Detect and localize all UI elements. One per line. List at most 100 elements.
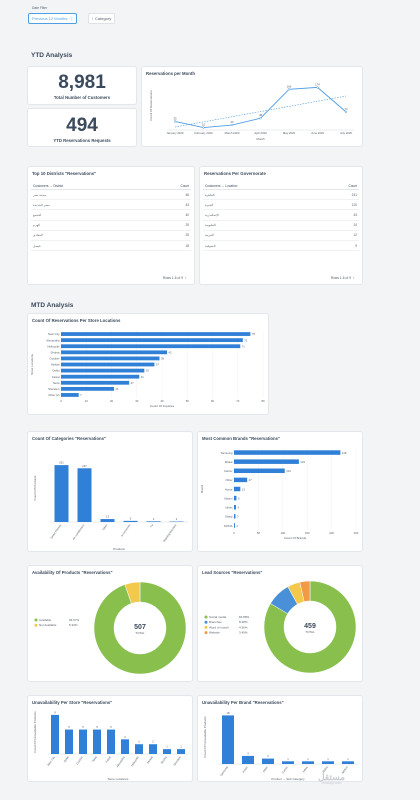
x-tick-label: Faisal xyxy=(104,755,112,763)
table-row: الجيزة 120 xyxy=(203,200,359,211)
x-tick-label: Infinix xyxy=(302,765,310,774)
legend-label: Word of mouth xyxy=(209,625,229,629)
chevron-right-icon[interactable]: › xyxy=(184,276,186,280)
y-axis-label: Store Locations xyxy=(30,354,34,375)
table-row: فيصل 18 xyxy=(31,241,191,252)
governorate-pager[interactable]: Rows 1-6 of 9 › xyxy=(331,276,354,280)
categories-title: Count Of Categories "Reservations" xyxy=(32,436,107,441)
data-point xyxy=(316,86,319,89)
y-axis-label: Brand xyxy=(200,485,204,493)
data-label: 39 xyxy=(161,357,164,361)
x-tick-label: 10 xyxy=(85,399,89,403)
data-label: 37 xyxy=(156,363,159,367)
y-tick-label: Samsung xyxy=(221,451,233,455)
column-header[interactable]: Count xyxy=(180,184,189,188)
data-label: 5 xyxy=(110,725,112,729)
y-tick-label: Midea xyxy=(225,460,233,464)
bar xyxy=(234,514,236,519)
table-row: المنوفية 9 xyxy=(203,241,359,252)
unav-brand-card: Unavailability Per Brand "Reservations" … xyxy=(197,695,363,782)
reservations-per-month-chart: 35 January 2020 10 February 2020 20 March 202… xyxy=(149,82,354,141)
x-tick-label: July 2020 xyxy=(340,131,352,135)
districts-table: Customers → District Count مدينة نصر 46 مصر… xyxy=(31,183,191,252)
pager-label: Rows 1-6 of 9 xyxy=(330,276,352,280)
y-tick-label: Heliopolis xyxy=(47,344,60,348)
x-tick-label: Dokki xyxy=(63,755,70,763)
data-label: 13 xyxy=(106,515,109,519)
data-point xyxy=(230,123,234,127)
x-tick-label: Mokatt xyxy=(146,755,154,764)
table-cell: 43 xyxy=(185,202,189,207)
data-label: 74 xyxy=(344,107,348,111)
legend-value: 5.33% xyxy=(69,623,78,627)
legend-label: Available xyxy=(39,618,51,622)
y-tick-label: Sheraton xyxy=(48,387,60,391)
data-label: 35 xyxy=(173,116,177,120)
table-cell: مدينة نصر xyxy=(33,192,47,197)
bar xyxy=(61,332,251,336)
bar xyxy=(61,362,155,367)
bar xyxy=(93,729,101,754)
table-header: Customers → Location Count xyxy=(203,183,359,190)
data-label: 2 xyxy=(152,740,154,744)
y-tick-label: Nasr City xyxy=(48,332,60,336)
table-cell: 29 xyxy=(185,223,189,228)
legend-swatch xyxy=(34,623,38,627)
legend-value: 8.28% xyxy=(239,620,248,624)
x-tick-label: June 2020 xyxy=(311,131,325,135)
y-tick-label: Dokki xyxy=(53,369,60,373)
legend-label: Social media xyxy=(209,615,227,619)
table-cell: 18 xyxy=(185,243,189,248)
data-label: 1 xyxy=(347,757,349,761)
watermark-text: مستقل xyxy=(318,772,345,782)
brands-chart: 0 50 100 150 200 250218Samsung133Midea104Carr… xyxy=(200,448,359,540)
lead-title: Lead Sources "Reservations" xyxy=(202,570,263,575)
unav-store-title: Unavailability Per Store "Reservations" xyxy=(32,700,113,705)
x-axis-label: Count Of Inquiries xyxy=(150,404,175,408)
data-label: 31 xyxy=(141,375,144,379)
kpi-requests-card: 494 YTD Reservations Requests xyxy=(27,108,137,147)
governorate-table: Customers → Location Count القاهرة 241 الجي… xyxy=(203,183,359,252)
data-label: 174 xyxy=(315,82,320,86)
table-row: القليوبية 24 xyxy=(203,221,359,231)
brands-card: Most Common Brands "Reservations" 0 50 100… xyxy=(197,431,363,552)
data-label: 20 xyxy=(230,120,234,124)
districts-pager[interactable]: Rows 1-6 of 9 › xyxy=(163,276,186,280)
table-row: التجمع 40 xyxy=(31,210,191,221)
data-label: 237 xyxy=(82,464,87,468)
districts-title: Top 10 Districts "Reservations" xyxy=(32,171,97,176)
donut-total-label: TOTAL xyxy=(135,631,145,635)
x-axis-label: Product → Sub Category xyxy=(271,777,305,781)
x-tick-label: April 2020 xyxy=(254,131,267,135)
data-label: 42 xyxy=(169,350,172,354)
table-cell: الغربية xyxy=(205,233,214,238)
bar xyxy=(234,495,237,501)
data-label: 2 xyxy=(176,517,178,521)
donut-slice xyxy=(124,581,141,604)
category-filter-button[interactable]: ⫶ Category xyxy=(88,13,116,24)
x-tick-label: February 2020 xyxy=(194,131,213,135)
data-point xyxy=(259,117,262,120)
x-tick-label: Shubra xyxy=(160,755,169,765)
stores-title: Count Of Reservations Per Store Location… xyxy=(32,318,121,323)
x-tick-label: 50 xyxy=(186,399,190,403)
column-header[interactable]: Customers → Location xyxy=(205,184,238,188)
donut-total: 507 xyxy=(134,624,146,631)
column-header[interactable]: Customers → District xyxy=(33,184,64,188)
table-cell: 24 xyxy=(353,223,357,228)
table-cell: التجمع xyxy=(33,212,42,217)
data-label: 5 xyxy=(68,725,70,729)
donut-slice xyxy=(93,581,187,675)
brands-title: Most Common Brands "Reservations" xyxy=(202,436,281,441)
governorate-title: Reservations Per Governorate xyxy=(204,171,266,176)
date-filter-button[interactable]: Previous 12 Months ⓘ xyxy=(28,13,78,24)
bar xyxy=(322,761,334,764)
legend-value: 81.88% xyxy=(239,615,250,619)
chevron-right-icon[interactable]: › xyxy=(352,276,354,280)
bar xyxy=(100,519,115,522)
column-header[interactable]: Count xyxy=(348,184,357,188)
legend-swatch xyxy=(204,620,208,624)
data-label: 5 xyxy=(82,725,84,729)
x-tick-label: 250 xyxy=(354,531,359,535)
bar xyxy=(54,465,69,522)
